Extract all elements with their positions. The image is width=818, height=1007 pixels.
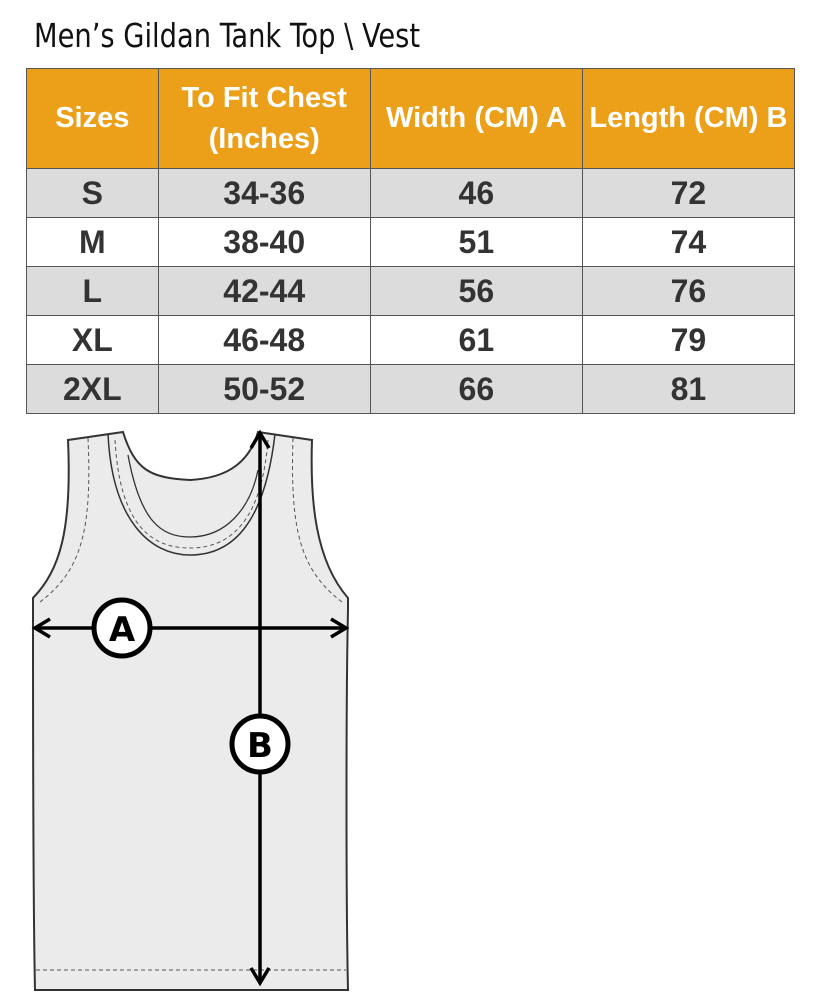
cell-length: 74 bbox=[581, 217, 796, 267]
label-b: B bbox=[247, 726, 273, 766]
cell-width: 56 bbox=[369, 266, 583, 316]
table-row: 2XL 50-52 66 81 bbox=[26, 364, 796, 414]
cell-size: XL bbox=[26, 315, 159, 365]
neckline-stitch bbox=[114, 439, 269, 549]
cell-width: 46 bbox=[369, 168, 583, 218]
arrowhead-right-icon bbox=[330, 617, 350, 639]
cell-width: 51 bbox=[369, 217, 583, 267]
header-chest: To Fit Chest (Inches) bbox=[157, 68, 371, 169]
neckline-inner bbox=[127, 454, 259, 538]
cell-length: 76 bbox=[581, 266, 796, 316]
header-width: Width (CM) A bbox=[369, 68, 583, 169]
cell-width: 66 bbox=[369, 364, 583, 414]
tank-top-outline bbox=[32, 430, 350, 991]
left-arm-stitch bbox=[39, 437, 90, 603]
size-table: Sizes To Fit Chest (Inches) Width (CM) A… bbox=[26, 68, 796, 414]
table-row: L 42-44 56 76 bbox=[26, 266, 796, 316]
arrowhead-left-icon bbox=[31, 617, 51, 639]
table-row: XL 46-48 61 79 bbox=[26, 315, 796, 365]
label-a: A bbox=[109, 610, 136, 650]
cell-chest: 46-48 bbox=[157, 315, 371, 365]
cell-size: M bbox=[26, 217, 159, 267]
header-sizes: Sizes bbox=[26, 68, 159, 169]
arrowhead-top-icon bbox=[249, 429, 271, 449]
cell-chest: 42-44 bbox=[157, 266, 371, 316]
cell-length: 81 bbox=[581, 364, 796, 414]
table-row: M 38-40 51 74 bbox=[26, 217, 796, 267]
right-arm-stitch bbox=[292, 437, 343, 603]
header-length: Length (CM) B bbox=[581, 68, 796, 169]
table-header: Sizes To Fit Chest (Inches) Width (CM) A… bbox=[26, 68, 796, 169]
label-b-circle bbox=[229, 713, 291, 775]
label-a-circle bbox=[91, 597, 153, 659]
cell-length: 79 bbox=[581, 315, 796, 365]
cell-length: 72 bbox=[581, 168, 796, 218]
page-title: Men’s Gildan Tank Top \ Vest bbox=[34, 16, 421, 55]
cell-width: 61 bbox=[369, 315, 583, 365]
arrowhead-bottom-icon bbox=[249, 967, 271, 987]
cell-size: S bbox=[26, 168, 159, 218]
cell-chest: 50-52 bbox=[157, 364, 371, 414]
cell-chest: 38-40 bbox=[157, 217, 371, 267]
